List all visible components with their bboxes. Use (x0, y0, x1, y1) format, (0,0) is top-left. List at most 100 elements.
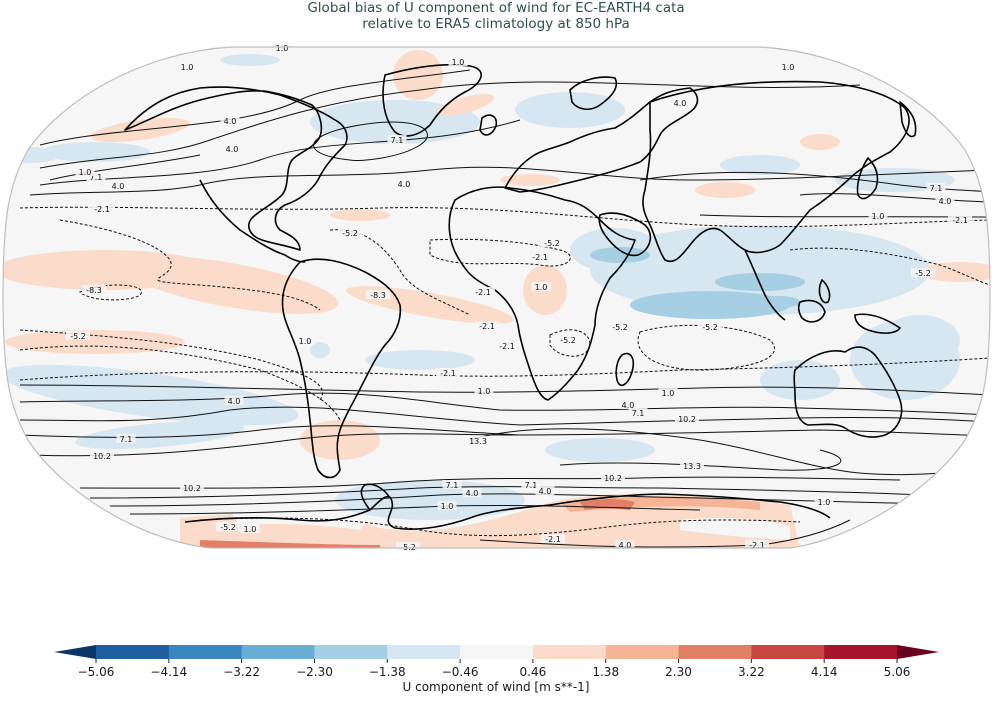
contour-label: -5.2 (342, 229, 358, 238)
contour-label-bg (601, 473, 625, 482)
contour-label: -2.1 (545, 535, 561, 544)
chart-title-line-1: Global bias of U component of wind for E… (307, 0, 685, 16)
contour-label-bg (338, 228, 362, 237)
coastline-indochina (744, 249, 786, 321)
colorbar-over-extend (897, 645, 939, 659)
contour-1.0-mid (29, 166, 990, 196)
contour-label: -2.1 (475, 288, 491, 297)
contour-label-bg (628, 408, 648, 417)
contour-label: 4.0 (228, 397, 241, 406)
contour-label-bg (116, 434, 136, 443)
contour-label: 7.1 (525, 481, 538, 490)
coastline-south-america (281, 258, 402, 479)
contour-label: 1.0 (244, 525, 257, 534)
contour-label: -5.2 (544, 239, 560, 248)
contour-label-bg (66, 331, 90, 340)
contour-label-bg (224, 396, 244, 405)
colorbar-tick-label: −4.14 (150, 665, 187, 679)
colorbar-scale: −5.06 −4.14 −3.22 −2.30 −1.38 −0.46 0.46 1.38 2.… (54, 645, 939, 679)
contour-label: 7.1 (90, 173, 103, 182)
contour-label-bg (475, 321, 499, 330)
contour-label-bg (442, 480, 462, 489)
contour-label: 4.0 (224, 117, 237, 126)
coastlines (124, 63, 973, 530)
contour-label-bg (948, 215, 972, 224)
contour-10.2-s2 (79, 476, 901, 489)
colorbar-tick-label: 1.38 (592, 665, 619, 679)
colorbar-tick-label: 0.46 (520, 665, 547, 679)
colorbar-bin (387, 645, 461, 659)
contour-label: 1.0 (299, 337, 312, 346)
contour-label: 10.2 (183, 484, 201, 493)
negative-bias-regions (3, 54, 960, 520)
colorbar-tick-label: −1.38 (369, 665, 406, 679)
colorbar-bin (241, 645, 315, 659)
contour-label: 4.0 (622, 401, 635, 410)
coastline-north-america (124, 86, 348, 251)
chart-title: Global bias of U component of wind for E… (0, 0, 992, 32)
contour-label-bg (680, 461, 704, 470)
contour-label: 1.0 (782, 63, 795, 72)
contour-label: 4.0 (112, 182, 125, 191)
contour-label: -5.2 (915, 269, 931, 278)
contour-label: -2.1 (499, 342, 515, 351)
contour-label: 4.0 (939, 197, 952, 206)
contour-label: 1.0 (818, 498, 831, 507)
contour-label: 4.0 (226, 145, 239, 154)
contour-label: -2.1 (440, 369, 456, 378)
contour-label-bg (698, 322, 722, 331)
contour-label-bg (608, 322, 632, 331)
colorbar-tick-label: −2.30 (296, 665, 333, 679)
colorbar-bin (824, 645, 898, 659)
contour-7.1-pac (49, 154, 201, 181)
contour-label-bg (521, 480, 541, 489)
contour-label: 7.1 (120, 435, 133, 444)
contour-label: -2.1 (479, 322, 495, 331)
colorbar-tick-label: 3.22 (738, 665, 765, 679)
contour-label-bg (86, 172, 106, 181)
contour-label-bg (471, 287, 495, 296)
contour-label-bg (437, 501, 457, 510)
contour-label-bg (778, 62, 798, 71)
contour-4.0-south (19, 392, 990, 416)
colorbar-under-extend (54, 645, 96, 659)
coastline-antarctic-peninsula (360, 483, 391, 511)
coastline-africa (448, 186, 636, 401)
colorbar-tick-label: 2.30 (665, 665, 692, 679)
contour-4.0-east (799, 193, 990, 203)
negative-contours (19, 206, 990, 537)
contour-label: -2.1 (94, 205, 110, 214)
chart-title-line-2: relative to ERA5 climatology at 850 hPa (362, 16, 630, 32)
contour-label: 7.1 (446, 481, 459, 490)
contour-label: -2.1 (952, 216, 968, 225)
colorbar-tick-label: 5.06 (884, 665, 911, 679)
contour-7.1-south (19, 406, 990, 426)
contour-label: 10.2 (604, 474, 622, 483)
contour-label-bg (528, 252, 552, 261)
contour-label: 4.0 (674, 99, 687, 108)
colorbar-bin (751, 645, 825, 659)
contour-label: -5.2 (560, 336, 576, 345)
contour-label-bg (531, 282, 551, 291)
contour-label-bg (180, 483, 204, 492)
contour-label-bg (495, 341, 519, 350)
contour-label-bg (466, 436, 490, 445)
contour-labels: 1.0 1.0 1.0 1.0 4.0 4.0 4.0 4.0 4.0 7.1 7.1 7.1 4.0 1… (66, 43, 972, 552)
coastline-australia (793, 346, 903, 438)
coastline-central-america (199, 179, 306, 263)
contour-label: -5.2 (702, 323, 718, 332)
contour-label-bg (745, 540, 769, 549)
contour-1.0-south (19, 384, 990, 396)
contour-label: 7.1 (930, 184, 943, 193)
coastline-asia (642, 80, 910, 263)
contour-label: 10.2 (93, 452, 111, 461)
contour-label: 1.0 (181, 63, 194, 72)
colorbar-tick-label: −3.22 (223, 665, 260, 679)
contour-label-bg (295, 336, 315, 345)
contour-label-bg (216, 522, 240, 531)
contour-label: 4.0 (619, 541, 632, 550)
coastline-japan (856, 157, 879, 200)
contour-label: 1.0 (478, 387, 491, 396)
contour-label-bg (658, 388, 678, 397)
colorbar-bin (314, 645, 388, 659)
